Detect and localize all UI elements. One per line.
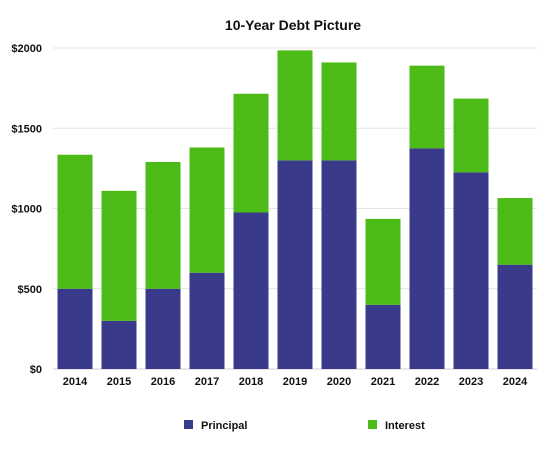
bar-principal-2019 — [277, 160, 313, 369]
y-tick-label: $500 — [18, 284, 42, 296]
x-tick-label: 2021 — [371, 376, 395, 388]
y-tick-label: $2000 — [11, 43, 42, 55]
bar-interest-2016 — [145, 161, 181, 289]
bar-interest-2022 — [409, 65, 445, 149]
x-axis-ticks: 2014 2015 2016 2017 2018 2019 2020 2021 2022 2023… — [63, 376, 528, 388]
x-tick-label: 2017 — [195, 376, 219, 388]
bar-interest-2017 — [189, 147, 225, 273]
x-tick-label: 2019 — [283, 376, 307, 388]
legend-swatch-interest — [368, 420, 377, 429]
bar-interest-2023 — [453, 98, 489, 173]
y-axis-ticks: $0 $500 $1000 $1500 $2000 — [11, 43, 42, 376]
bar-principal-2016 — [145, 288, 181, 369]
x-tick-label: 2023 — [459, 376, 483, 388]
x-tick-label: 2015 — [107, 376, 131, 388]
bar-principal-2022 — [409, 148, 445, 369]
legend: Principal Interest — [184, 420, 425, 432]
x-tick-label: 2014 — [63, 376, 88, 388]
chart-title: 10-Year Debt Picture — [225, 17, 361, 33]
bar-interest-2014 — [57, 154, 93, 289]
bar-interest-2020 — [321, 62, 357, 161]
bar-interest-2015 — [101, 190, 137, 321]
bar-interest-2021 — [365, 218, 401, 305]
x-tick-label: 2020 — [327, 376, 351, 388]
bar-principal-2017 — [189, 272, 225, 369]
bar-principal-2023 — [453, 172, 489, 369]
bar-principal-2021 — [365, 304, 401, 369]
x-tick-label: 2016 — [151, 376, 175, 388]
x-tick-label: 2022 — [415, 376, 439, 388]
bar-principal-2014 — [57, 288, 93, 369]
legend-swatch-principal — [184, 420, 193, 429]
bars — [57, 50, 533, 369]
bar-principal-2015 — [101, 320, 137, 369]
y-tick-label: $1500 — [11, 123, 42, 135]
y-tick-label: $1000 — [11, 204, 42, 216]
bar-interest-2024 — [497, 198, 533, 265]
bar-principal-2018 — [233, 212, 269, 369]
bar-interest-2018 — [233, 93, 269, 213]
legend-label-principal: Principal — [201, 420, 247, 432]
bar-interest-2019 — [277, 50, 313, 161]
x-tick-label: 2024 — [503, 376, 528, 388]
y-tick-label: $0 — [30, 364, 42, 376]
x-tick-label: 2018 — [239, 376, 263, 388]
bar-principal-2024 — [497, 264, 533, 369]
legend-label-interest: Interest — [385, 420, 425, 432]
bar-principal-2020 — [321, 160, 357, 369]
